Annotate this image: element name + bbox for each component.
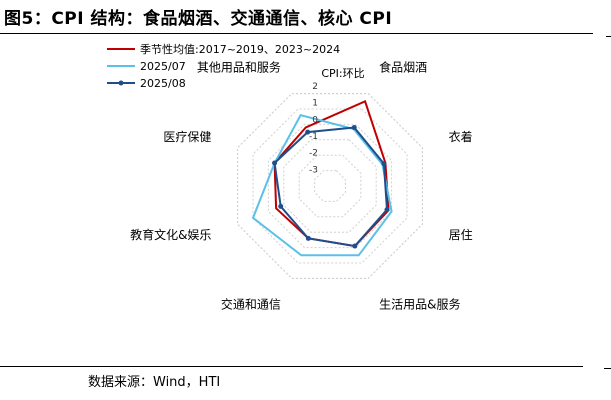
tick-label: -3 xyxy=(309,165,318,175)
tick-label: -1 xyxy=(309,132,318,142)
grid-ring xyxy=(283,139,377,233)
legend-marker xyxy=(118,80,124,86)
series-point xyxy=(272,160,278,166)
axis-label: 医疗保健 xyxy=(163,130,211,144)
chart-title: CPI:环比 xyxy=(321,67,364,80)
axis-label: 教育文化&娱乐 xyxy=(130,227,211,242)
grid-ring xyxy=(267,123,393,249)
series-point xyxy=(305,129,311,135)
grid-ring xyxy=(314,170,346,202)
axis-label: 衣着 xyxy=(449,129,473,144)
series-point xyxy=(381,161,387,167)
legend-label: 2025/07 xyxy=(140,60,186,73)
series-point xyxy=(278,203,284,209)
source-rule xyxy=(0,366,583,367)
edge-fragment xyxy=(606,36,611,37)
series-line xyxy=(251,114,393,257)
tick-label: 1 xyxy=(312,99,318,109)
radar-grid xyxy=(237,93,423,279)
series-point xyxy=(352,243,358,249)
series-point xyxy=(351,124,357,130)
chart-legend: 季节性均值:2017~2019、2023~2024 2025/07 2025/08 xyxy=(107,42,340,90)
source-note: 数据来源：Wind，HTI xyxy=(88,375,221,390)
legend-label: 2025/08 xyxy=(140,77,186,90)
series-point xyxy=(384,207,390,213)
tick-label: 2 xyxy=(312,82,318,92)
radar-tick-labels: 2 1 0 -1 -2 -3 xyxy=(309,82,318,175)
series-point xyxy=(305,235,311,241)
axis-label: 食品烟酒 xyxy=(379,59,427,74)
axis-label: 居住 xyxy=(449,228,473,242)
edge-fragment xyxy=(604,368,611,369)
tick-label: 0 xyxy=(312,115,318,125)
grid-ring xyxy=(252,108,408,264)
tick-label: -2 xyxy=(309,149,318,159)
axis-label: 生活用品&服务 xyxy=(379,297,460,312)
axis-label: 其他用品和服务 xyxy=(197,59,281,74)
radar-series xyxy=(251,99,393,257)
axis-label: 交通和通信 xyxy=(221,297,281,312)
figure-title: 图5：CPI 结构：食品烟酒、交通通信、核心 CPI xyxy=(4,9,393,29)
title-rule xyxy=(0,33,593,34)
legend-label: 季节性均值:2017~2019、2023~2024 xyxy=(140,42,340,56)
